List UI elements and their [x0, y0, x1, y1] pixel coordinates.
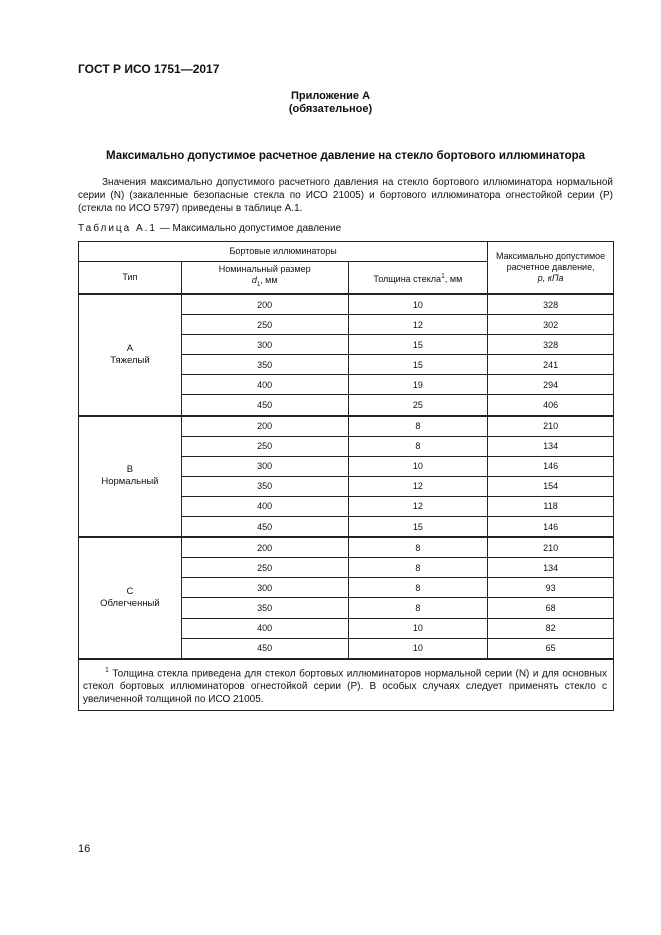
pressure-cell: 134 [487, 435, 614, 457]
table-row: 250 8 134 [79, 435, 614, 457]
size-cell: 250 [180, 557, 349, 579]
pressure-cell: 154 [487, 475, 614, 497]
thickness-cell: 8 [347, 414, 489, 437]
thickness-cell: 10 [347, 617, 489, 639]
thickness-cell: 15 [347, 354, 489, 376]
size-cell: 400 [180, 495, 349, 518]
type-cell: В Нормальный [78, 414, 182, 538]
size-cell: 350 [180, 475, 349, 497]
size-cell: 300 [180, 455, 349, 477]
type-group: С Облегченный 200 8 210 250 8 134 300 8 93 350 8 68 40… [78, 536, 614, 660]
pressure-cell: 241 [487, 354, 614, 376]
pressure-cell: 328 [487, 334, 614, 356]
group-header: Бортовые иллюминаторы [77, 241, 489, 262]
type-letter: А [126, 342, 134, 354]
size-cell: 200 [180, 536, 349, 559]
table-row: 250 8 134 [79, 557, 614, 579]
size-cell: 400 [180, 617, 349, 639]
table-row: 250 12 302 [79, 314, 614, 336]
thickness-cell: 8 [347, 577, 489, 599]
size-cell: 200 [180, 293, 349, 316]
table-row: 400 12 118 [79, 495, 614, 518]
thickness-cell: 15 [347, 516, 489, 538]
size-cell: 400 [180, 374, 349, 396]
type-group: В Нормальный 200 8 210 250 8 134 300 10 146 350 12 15… [78, 414, 614, 538]
table-caption-label: Таблица А.1 [78, 223, 157, 234]
pressure-cell: 302 [487, 314, 614, 336]
appendix-title: Приложение А [290, 90, 371, 102]
table-row: 400 10 82 [79, 617, 614, 639]
type-letter: В [126, 464, 134, 476]
thickness-cell: 10 [347, 637, 489, 660]
size-cell: 450 [180, 516, 349, 538]
thickness-cell: 10 [347, 293, 489, 316]
table-footnote: 1 Толщина стекла приведена для стекол бо… [78, 657, 614, 712]
section-title: Максимально допустимое расчетное давлени… [105, 150, 586, 162]
table-row: 350 15 241 [79, 354, 614, 376]
pressure-cell: 210 [487, 536, 614, 559]
type-letter: С [126, 585, 134, 597]
thickness-cell: 8 [347, 557, 489, 579]
table-caption-text: — Максимально допустимое давление [157, 223, 342, 234]
thickness-cell: 8 [347, 597, 489, 619]
pressure-cell: 118 [487, 495, 614, 518]
size-cell: 250 [180, 435, 349, 457]
appendix-status: (обязательное) [288, 103, 373, 115]
table-caption: Таблица А.1 — Максимально допустимое дав… [78, 223, 341, 234]
pressure-cell: 328 [487, 293, 614, 316]
pressure-cell: 294 [487, 374, 614, 396]
thickness-cell: 12 [347, 314, 489, 336]
size-cell: 250 [180, 314, 349, 336]
pressure-cell: 65 [487, 637, 614, 660]
table-row: 350 12 154 [79, 475, 614, 497]
header-size: Номинальный размер d1, мм [180, 261, 349, 295]
document-code: ГОСТ Р ИСО 1751—2017 [78, 62, 220, 76]
pressure-cell: 146 [487, 455, 614, 477]
pressure-cell: 93 [487, 577, 614, 599]
size-cell: 350 [180, 597, 349, 619]
type-cell: С Облегченный [78, 536, 182, 660]
intro-paragraph: Значения максимально допустимого расчетн… [78, 177, 613, 214]
thickness-cell: 8 [347, 435, 489, 457]
table-row: 400 19 294 [79, 374, 614, 396]
thickness-cell: 19 [347, 374, 489, 396]
type-cell: А Тяжелый [78, 293, 182, 417]
table-row: А Тяжелый 200 10 328 [78, 293, 614, 417]
header-pressure: Максимально допустимое расчетное давлени… [487, 241, 614, 295]
size-cell: 200 [180, 414, 349, 437]
pressure-cell: 146 [487, 516, 614, 538]
size-cell: 300 [180, 334, 349, 356]
table-row: 350 8 68 [79, 597, 614, 619]
size-cell: 350 [180, 354, 349, 376]
appendix-heading: Приложение А (обязательное) [0, 90, 661, 116]
pressure-table: Бортовые иллюминаторы Максимально допуст… [77, 241, 614, 712]
table-row: 450 15 146 [79, 516, 614, 538]
type-name: Тяжелый [110, 354, 150, 366]
page-number: 16 [78, 843, 91, 855]
thickness-cell: 12 [347, 495, 489, 518]
type-group: А Тяжелый 200 10 328 250 12 302 300 15 328 350 15 241… [78, 293, 614, 417]
pressure-cell: 134 [487, 557, 614, 579]
table-row: С Облегченный 200 8 210 [78, 536, 614, 660]
pressure-cell: 82 [487, 617, 614, 639]
table-row: 300 8 93 [79, 577, 614, 599]
thickness-cell: 12 [347, 475, 489, 497]
pressure-cell: 406 [487, 394, 614, 417]
thickness-cell: 25 [347, 394, 489, 417]
type-name: Облегченный [100, 597, 160, 609]
type-name: Нормальный [101, 476, 159, 488]
table-row: В Нормальный 200 8 210 [78, 414, 614, 538]
header-thickness: Толщина стекла1, мм [347, 261, 489, 295]
thickness-cell: 15 [347, 334, 489, 356]
size-cell: 300 [180, 577, 349, 599]
size-cell: 450 [180, 637, 349, 660]
header-type: Тип [78, 261, 182, 295]
size-cell: 450 [180, 394, 349, 417]
thickness-cell: 10 [347, 455, 489, 477]
thickness-cell: 8 [347, 536, 489, 559]
pressure-cell: 210 [487, 414, 614, 437]
pressure-cell: 68 [487, 597, 614, 619]
